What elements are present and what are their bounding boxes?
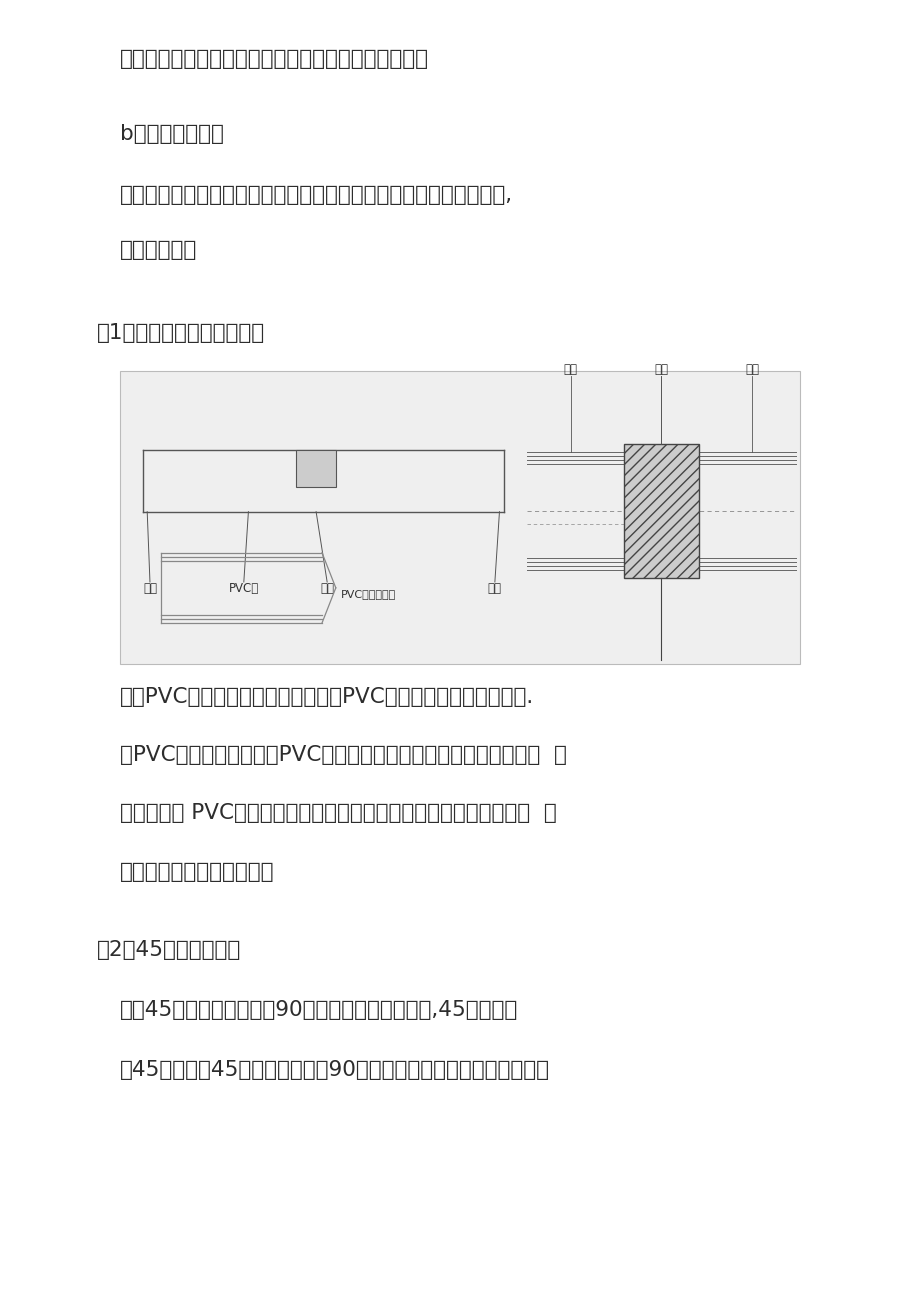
- Text: 进行预装配。: 进行预装配。: [119, 240, 197, 259]
- Text: 所有PVC管道端口须打坡口，从而使PVC管与管件直接、充分接触.: 所有PVC管道端口须打坡口，从而使PVC管与管件直接、充分接触.: [119, 687, 533, 707]
- Text: 直管: 直管: [744, 363, 758, 376]
- Text: PVC坡口示意图: PVC坡口示意图: [340, 590, 395, 599]
- Text: （2）45度弯头的安装: （2）45度弯头的安装: [96, 940, 241, 960]
- Text: 两个45度弯头与直管组成90度大弯儿，正三通安装,45度三通安: 两个45度弯头与直管组成90度大弯儿，正三通安装,45度三通安: [119, 1000, 517, 1019]
- Bar: [296, 450, 335, 487]
- Text: 直管: 直管: [563, 363, 577, 376]
- Text: 接完成后， PVC管两端应垫至水平状态，再检查是否在同一直线上，  凉: 接完成后， PVC管两端应垫至水平状态，再检查是否在同一直线上， 凉: [119, 803, 556, 823]
- Text: （1）直接（管箍）的预装配: （1）直接（管箍）的预装配: [96, 323, 265, 342]
- Bar: [119, 371, 800, 664]
- Bar: [623, 444, 698, 578]
- Text: 垫块: 垫块: [142, 582, 157, 595]
- Text: 干后备用。其它连接类似。: 干后备用。其它连接类似。: [119, 862, 274, 881]
- Text: 接相连，应采用软连接）固定结实，避免风管的脱落。: 接相连，应采用软连接）固定结实，避免风管的脱落。: [119, 49, 428, 69]
- Text: 为减少材料浪费与安装误差，在安装前，据现场测量的精确结构数据,: 为减少材料浪费与安装误差，在安装前，据现场测量的精确结构数据,: [119, 185, 512, 204]
- Text: 管箍: 管箍: [653, 363, 668, 376]
- Text: 垫块: 垫块: [487, 582, 502, 595]
- Text: 刷PVC胶前，直节里面、PVC管插头外面的杂物及灰尘应清理干净；  对: 刷PVC胶前，直节里面、PVC管插头外面的杂物及灰尘应清理干净； 对: [119, 745, 566, 764]
- Text: 装45度三通和45度弯头共同组成90度三通，直接件（管箍）的连接安: 装45度三通和45度弯头共同组成90度三通，直接件（管箍）的连接安: [119, 1060, 549, 1079]
- Text: b、具体连接要求: b、具体连接要求: [119, 124, 223, 143]
- Text: 直接: 直接: [320, 582, 334, 595]
- Text: PVC管: PVC管: [229, 582, 258, 595]
- Bar: [623, 444, 698, 578]
